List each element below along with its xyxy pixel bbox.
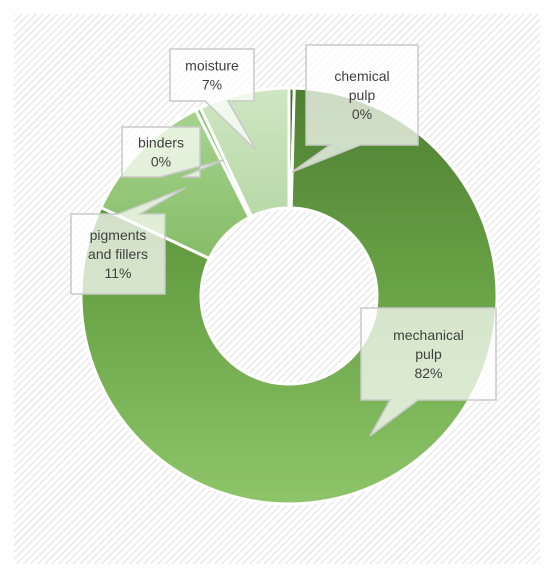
callout-box bbox=[360, 307, 497, 437]
slice-label: pulp bbox=[349, 87, 376, 103]
callout-binders: binders 0% bbox=[121, 126, 225, 178]
slice-label: and fillers bbox=[88, 246, 148, 262]
callout-pigments-and-fillers: pigments and fillers 11% bbox=[70, 187, 186, 295]
slice-percent: 11% bbox=[105, 265, 132, 281]
callouts-group: chemical pulp 0% mechanical pulp 82% pigments a… bbox=[70, 44, 497, 437]
callout-mechanical-pulp: mechanical pulp 82% bbox=[360, 307, 497, 437]
slice-label: pigments bbox=[90, 227, 147, 243]
callout-box bbox=[70, 187, 186, 295]
slice-label: mechanical bbox=[393, 327, 464, 343]
slice-label: moisture bbox=[185, 58, 239, 74]
callout-box bbox=[169, 48, 257, 151]
slice-label: pulp bbox=[415, 346, 442, 362]
callout-moisture: moisture 7% bbox=[169, 48, 257, 151]
callout-box bbox=[291, 44, 419, 173]
slice-percent: 0% bbox=[151, 154, 171, 170]
callout-chemical-pulp: chemical pulp 0% bbox=[291, 44, 419, 173]
slice-percent: 0% bbox=[352, 106, 372, 122]
slice-percent: 82% bbox=[414, 365, 442, 381]
slice-percent: 7% bbox=[202, 77, 222, 93]
slice-label: binders bbox=[138, 135, 184, 151]
callout-box bbox=[121, 126, 225, 178]
slice-label: chemical bbox=[334, 68, 389, 84]
